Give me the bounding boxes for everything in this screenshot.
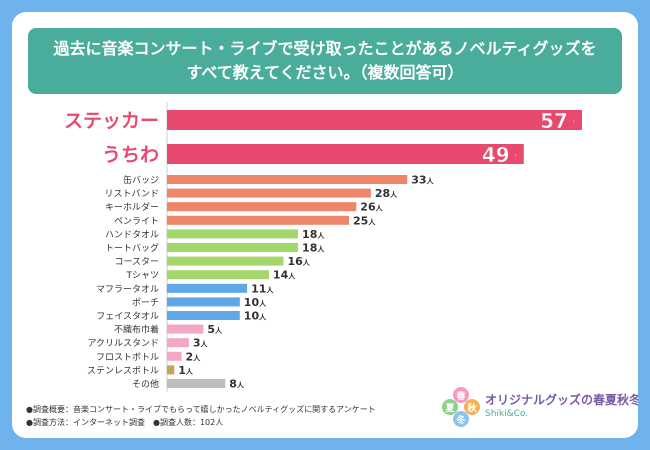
value-label-5: 25人 [353,214,376,227]
value-label-11: 10人 [244,296,267,309]
value-label-7: 18人 [302,242,325,255]
bar-12 [167,311,240,320]
category-label-10: マフラータオル [96,284,159,295]
title-line-2: すべて教えてください。（複数回答可） [186,63,464,82]
title-banner: 過去に音楽コンサート・ライブで受け取ったことがあるノベルティグッズを すべて教え… [28,28,622,94]
logo-season-1: 春 [455,390,466,402]
value-label-1: 49人 [482,143,523,167]
logo-sub-text: Shiki&Co. [485,409,529,419]
value-label-13: 5人 [207,323,223,336]
category-label-16: ステンレスボトル [87,365,159,376]
category-label-13: 不織布巾着 [114,324,159,336]
bar-14 [167,338,189,348]
logo-season-3: 秋 [466,402,477,414]
category-label-1: うちわ [102,144,159,166]
category-label-12: フェイスタオル [96,311,159,322]
category-label-2: 缶バッジ [123,174,159,186]
bar-7 [167,243,299,252]
value-label-2: 33人 [411,174,434,187]
bar-1 [167,144,524,164]
value-label-10: 11人 [251,282,274,295]
autumn-circle [464,399,480,415]
value-label-16: 1人 [178,364,194,377]
bar-0 [167,110,582,130]
bar-5 [167,215,350,225]
category-label-9: Tシャツ [126,271,160,281]
footnote-survey-method: ●調査方法：インターネット調査 ●調査人数：102人 [26,418,224,427]
value-label-0: 57人 [540,109,581,133]
logo-season-2: 夏 [444,403,455,414]
winter-circle [453,411,469,427]
value-label-3: 28人 [375,187,398,200]
value-label-12: 10人 [244,310,267,323]
bar-10 [167,283,248,293]
value-label-14: 3人 [193,337,209,350]
summer-circle [442,399,458,415]
bar-6 [167,229,299,239]
bar-3 [167,188,371,198]
bar-4 [167,202,357,212]
value-label-17: 8人 [229,378,245,391]
value-label-9: 14人 [273,269,296,282]
category-label-5: ペンライト [114,216,159,227]
value-label-15: 2人 [186,350,202,363]
category-label-6: ハンドタオル [105,229,159,240]
value-label-4: 26人 [360,201,383,214]
value-label-6: 18人 [302,228,325,241]
infographic-card: 過去に音楽コンサート・ライブで受け取ったことがあるノベルティグッズを すべて教え… [12,12,638,438]
season-flower-icon: 春 夏 秋 冬 [442,387,480,427]
bar-17 [167,379,226,388]
category-label-11: ポーチ [132,297,159,308]
category-label-15: フロストボトル [96,352,159,363]
bar-11 [167,297,240,307]
spring-circle [453,387,469,403]
footnote-survey-summary: ●調査概要：音楽コンサート・ライブでもらって嬉しかったノベルティグッズに関するア… [26,405,376,414]
title-line-1: 過去に音楽コンサート・ライブで受け取ったことがあるノベルティグッズを [53,39,597,58]
bar-8 [167,256,284,266]
logo-season-4: 冬 [456,414,466,426]
bar-15 [167,351,182,361]
category-label-4: キーホルダー [105,201,159,213]
category-label-0: ステッカー [64,110,159,132]
value-label-8: 16人 [287,255,310,268]
bar-2 [167,175,408,184]
category-label-3: リストバンド [105,189,159,200]
category-label-8: コースター [114,257,159,268]
bar-13 [167,324,204,334]
bar-16 [167,365,175,375]
category-label-17: その他 [132,378,159,390]
category-label-14: アクリルスタンド [87,338,159,349]
logo-main-text: オリジナルグッズの春夏秋冬 [485,393,638,407]
brand-logo: 春 夏 秋 冬 オリジナルグッズの春夏秋冬 Shiki&Co. [437,385,638,430]
category-label-7: トートバッグ [105,242,159,254]
bar-9 [167,270,269,280]
